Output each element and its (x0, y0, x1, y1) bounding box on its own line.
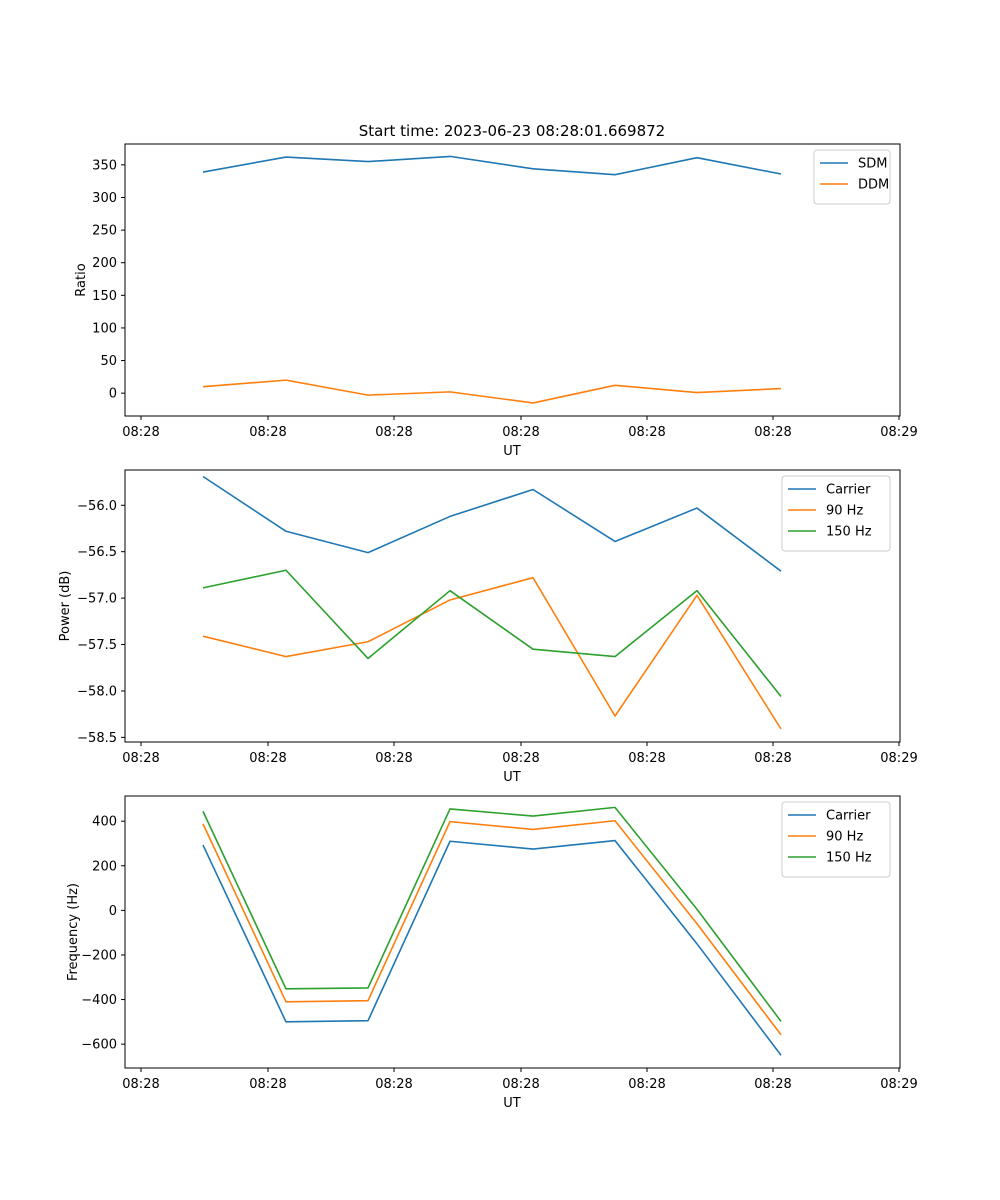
y-tick-label: 100 (92, 321, 117, 336)
series-line-150-hz (202, 569, 782, 698)
y-axis-label: Power (dB) (58, 571, 73, 642)
y-tick-label: −400 (81, 993, 117, 1008)
y-tick-label: 250 (92, 224, 117, 239)
y-tick-label: −200 (81, 948, 117, 963)
x-tick-label: 08:28 (375, 425, 412, 440)
legend-label: SDM (858, 157, 887, 172)
x-axis-label: UT (503, 1096, 521, 1111)
chart-panel-2: 08:28 08:28 08:28 08:28 08:28 08:28 08:29 UT −56… (58, 469, 918, 785)
x-tick-label: 08:28 (375, 1077, 412, 1092)
legend-label: 90 Hz (826, 830, 863, 845)
series-line-carrier (202, 475, 782, 572)
chart-panel-1: 08:28 08:28 08:28 08:28 08:28 08:28 08:29 UT 0 50… (74, 143, 918, 459)
y-tick-label: 50 (100, 354, 117, 369)
y-tick-label: −57.0 (77, 592, 117, 607)
y-tick-label: 150 (92, 289, 117, 304)
x-tick-label: 08:28 (122, 751, 159, 766)
series-line-90-hz (202, 576, 782, 730)
y-axis-label: Ratio (74, 263, 89, 296)
x-tick-label: 08:28 (122, 425, 159, 440)
plot-area-frame (124, 469, 901, 743)
legend-label: 90 Hz (826, 504, 863, 519)
legend-label: DDM (858, 178, 889, 193)
chart-panel-3: 08:28 08:28 08:28 08:28 08:28 08:28 08:29 UT 400… (66, 795, 918, 1111)
legend: SDM DDM (813, 149, 891, 205)
legend-label: Carrier (826, 483, 871, 498)
x-tick-label: 08:28 (754, 751, 791, 766)
y-tick-label: 200 (92, 256, 117, 271)
x-tick-label: 08:28 (249, 1077, 286, 1092)
plot-area-frame (124, 795, 901, 1069)
y-tick-label: −56.5 (77, 545, 117, 560)
x-tick-label: 08:28 (502, 751, 539, 766)
x-tick-label: 08:28 (628, 751, 665, 766)
legend-label: 150 Hz (826, 851, 872, 866)
x-axis-label: UT (503, 444, 521, 459)
y-tick-label: −58.0 (77, 684, 117, 699)
series-line-carrier (202, 839, 782, 1056)
y-axis-label: Frequency (Hz) (66, 883, 81, 981)
x-tick-label: 08:28 (122, 1077, 159, 1092)
legend-box (781, 801, 891, 878)
series-line-sdm (202, 155, 782, 176)
plot-area-frame (124, 143, 901, 417)
x-tick-label: 08:28 (249, 751, 286, 766)
y-tick-label: −58.5 (77, 731, 117, 746)
series-line-ddm (202, 379, 782, 404)
x-tick-label: 08:28 (754, 425, 791, 440)
figure-title: Start time: 2023-06-23 08:28:01.669872 (359, 122, 665, 140)
legend-box (781, 475, 891, 552)
series-line-150-hz (202, 806, 782, 1022)
x-tick-label: 08:29 (880, 1077, 917, 1092)
x-tick-label: 08:28 (628, 1077, 665, 1092)
y-tick-label: 400 (92, 815, 117, 830)
legend-label: Carrier (826, 809, 871, 824)
x-tick-label: 08:28 (754, 1077, 791, 1092)
x-tick-label: 08:28 (375, 751, 412, 766)
x-tick-label: 08:29 (880, 751, 917, 766)
legend: Carrier 90 Hz 150 Hz (781, 475, 891, 552)
x-tick-label: 08:28 (628, 425, 665, 440)
x-axis-label: UT (503, 770, 521, 785)
y-tick-label: −57.5 (77, 638, 117, 653)
legend-label: 150 Hz (826, 525, 872, 540)
legend: Carrier 90 Hz 150 Hz (781, 801, 891, 878)
x-tick-label: 08:28 (502, 425, 539, 440)
x-tick-label: 08:28 (502, 1077, 539, 1092)
x-tick-label: 08:28 (249, 425, 286, 440)
x-tick-label: 08:29 (880, 425, 917, 440)
y-tick-label: −56.0 (77, 499, 117, 514)
y-tick-label: 0 (109, 904, 117, 919)
y-tick-label: 200 (92, 859, 117, 874)
y-tick-label: 300 (92, 191, 117, 206)
series-line-90-hz (202, 819, 782, 1036)
y-tick-label: 0 (109, 387, 117, 402)
chart-panels: 08:28 08:28 08:28 08:28 08:28 08:28 08:29 UT 0 50… (58, 143, 918, 1111)
y-tick-label: 350 (92, 158, 117, 173)
y-tick-label: −600 (81, 1038, 117, 1053)
